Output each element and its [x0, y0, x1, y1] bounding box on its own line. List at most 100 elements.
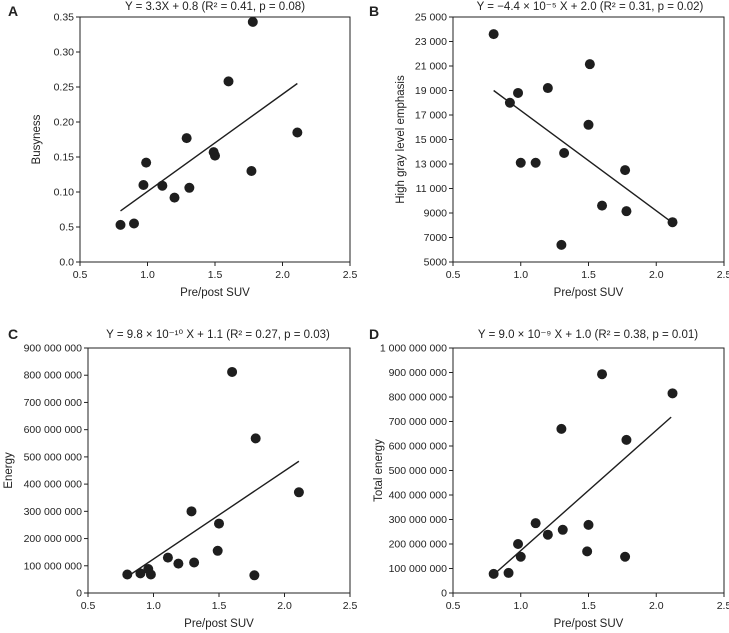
- panel-d-fit-line: [493, 416, 672, 576]
- panel-a-data-point-4: [141, 157, 152, 168]
- panel-d-data-point-2: [503, 567, 514, 578]
- panel-d-data-point-6: [542, 529, 553, 540]
- panel-a-data-point-6: [169, 192, 180, 203]
- panel-c-title: Y = 9.8 × 10⁻¹⁰ X + 1.1 (R² = 0.27, p = …: [106, 329, 330, 341]
- panel-d-plot-frame: [452, 347, 725, 594]
- panel-d-data-point-7: [556, 423, 567, 434]
- panel-d-letter: D: [369, 326, 379, 342]
- panel-b-x-tick-label: 1.0: [513, 269, 528, 281]
- panel-c-data-point-13: [250, 433, 261, 444]
- panel-b-fit-line: [493, 89, 673, 224]
- panel-c-data-point-10: [214, 518, 224, 529]
- panel-a-y-tick-label: 0.30: [54, 47, 75, 59]
- panel-c-y-tick-label: 900 000 000: [24, 343, 83, 355]
- panel-a-letter: A: [8, 3, 18, 19]
- panel-c-x-axis-label: Pre/post SUV: [184, 618, 254, 630]
- panel-c-data-point-2: [135, 568, 146, 579]
- panel-c-y-tick-label: 0: [76, 588, 82, 600]
- panel-d-data-point-3: [513, 539, 524, 549]
- panel-d-y-tick-label: 900 000 000: [389, 367, 448, 379]
- panel-d: D Y = 9.0 × 10⁻⁹ X + 1.0 (R² = 0.38, p = …: [369, 326, 729, 630]
- panel-b-data-point-10: [584, 59, 595, 70]
- panel-b-data-point-1: [488, 29, 499, 40]
- panel-a-data-point-10: [210, 150, 220, 161]
- panel-a: A Y = 3.3X + 0.8 (R² = 0.41, p = 0.08) 0.5…: [8, 1, 357, 299]
- panel-d-x-tick-label: 1.5: [581, 600, 596, 612]
- panel-a-y-tick-label: 0.5: [59, 222, 74, 234]
- panel-b-y-tick-label: 13 000: [415, 159, 447, 171]
- panel-c-letter: C: [8, 326, 18, 342]
- panel-c-data-point-6: [173, 558, 184, 569]
- panel-b-y-tick-label: 23 000: [415, 36, 447, 48]
- panel-d-y-tick-label: 300 000 000: [389, 514, 448, 526]
- panel-c-y-axis-label: Energy: [3, 452, 15, 489]
- panel-c-data-point-8: [189, 557, 200, 568]
- panel-c-data-point-4: [145, 569, 156, 580]
- panel-b-data-point-2: [504, 97, 515, 108]
- panel-b-x-tick-label: 1.5: [581, 269, 596, 281]
- panel-c-data-point-1: [122, 569, 133, 580]
- panel-c-x-tick-label: 2.5: [343, 600, 358, 612]
- panel-d-y-tick-label: 100 000 000: [389, 563, 448, 575]
- panel-a-y-axis-label: Busyness: [31, 114, 43, 164]
- panel-c-data-point-11: [227, 366, 238, 377]
- panel-b-y-tick-label: 15 000: [415, 134, 447, 146]
- panel-b: B Y = −4.4 × 10⁻⁵ X + 2.0 (R² = 0.31, p =…: [369, 1, 729, 299]
- panel-b-y-axis-label: High gray level emphasis: [395, 75, 407, 204]
- panel-b-data-point-7: [556, 239, 567, 250]
- panel-c-fit-line: [126, 460, 300, 578]
- panel-d-data-point-12: [620, 551, 631, 562]
- panel-c-y-tick-label: 100 000 000: [24, 560, 83, 572]
- panel-c-y-tick-label: 300 000 000: [24, 506, 83, 518]
- panel-d-y-tick-label: 500 000 000: [389, 465, 448, 477]
- panel-d-x-tick-label: 2.0: [649, 600, 664, 612]
- panel-a-y-tick-label: 0.10: [54, 187, 75, 199]
- panel-d-data-point-11: [597, 369, 608, 380]
- panel-d-x-tick-label: 0.5: [446, 600, 461, 612]
- panel-d-data-point-1: [488, 568, 499, 579]
- panel-c-x-tick-label: 0.5: [81, 600, 96, 612]
- panel-b-y-tick-label: 11 000: [416, 183, 447, 195]
- panel-b-y-tick-label: 9000: [424, 208, 448, 220]
- panel-c-data-point-14: [293, 487, 304, 498]
- panel-a-y-tick-label: 0.15: [54, 152, 75, 164]
- panel-d-y-tick-label: 200 000 000: [389, 539, 448, 551]
- panel-c-data-point-12: [249, 570, 260, 581]
- panel-d-y-tick-label: 800 000 000: [389, 392, 448, 404]
- panel-b-data-point-11: [597, 200, 608, 211]
- panel-b-data-point-12: [620, 165, 631, 176]
- panel-b-y-tick-label: 17 000: [415, 110, 447, 122]
- panel-a-data-point-11: [223, 76, 234, 87]
- panel-d-data-point-13: [621, 434, 632, 445]
- panel-c-x-tick-label: 1.5: [212, 600, 227, 612]
- panel-c-y-tick-label: 800 000 000: [24, 370, 83, 382]
- panel-d-data-point-4: [515, 551, 526, 562]
- panel-c: C Y = 9.8 × 10⁻¹⁰ X + 1.1 (R² = 0.27, p =…: [3, 326, 357, 630]
- panel-a-data-point-3: [138, 180, 149, 190]
- panel-a-x-tick-label: 2.5: [343, 269, 358, 281]
- panel-c-y-tick-label: 400 000 000: [24, 479, 83, 491]
- panel-d-data-point-10: [583, 519, 594, 530]
- panel-d-y-tick-label: 600 000 000: [389, 441, 448, 453]
- panel-c-y-tick-label: 500 000 000: [24, 451, 83, 463]
- panel-a-data-point-14: [292, 127, 303, 138]
- panel-b-letter: B: [369, 3, 379, 19]
- panel-c-data-point-9: [212, 545, 223, 556]
- panel-b-y-tick-label: 7000: [424, 232, 448, 244]
- panel-a-x-tick-label: 2.0: [275, 269, 290, 281]
- panel-b-data-point-3: [513, 87, 524, 98]
- panel-b-data-point-8: [559, 147, 570, 158]
- panel-b-y-tick-label: 19 000: [415, 85, 447, 97]
- panel-d-data-point-5: [530, 518, 541, 529]
- panel-d-data-point-8: [557, 524, 568, 535]
- panel-a-y-tick-label: 0.20: [54, 117, 75, 129]
- panel-a-x-tick-label: 0.5: [73, 269, 88, 281]
- panel-b-x-tick-label: 2.0: [649, 269, 664, 281]
- panel-a-x-tick-label: 1.0: [140, 269, 155, 281]
- panel-a-x-tick-label: 1.5: [208, 269, 223, 281]
- panel-d-x-axis-label: Pre/post SUV: [554, 618, 624, 630]
- panel-b-data-point-14: [667, 217, 678, 228]
- panel-b-data-point-13: [621, 206, 632, 217]
- panel-b-x-axis-label: Pre/post SUV: [554, 287, 624, 299]
